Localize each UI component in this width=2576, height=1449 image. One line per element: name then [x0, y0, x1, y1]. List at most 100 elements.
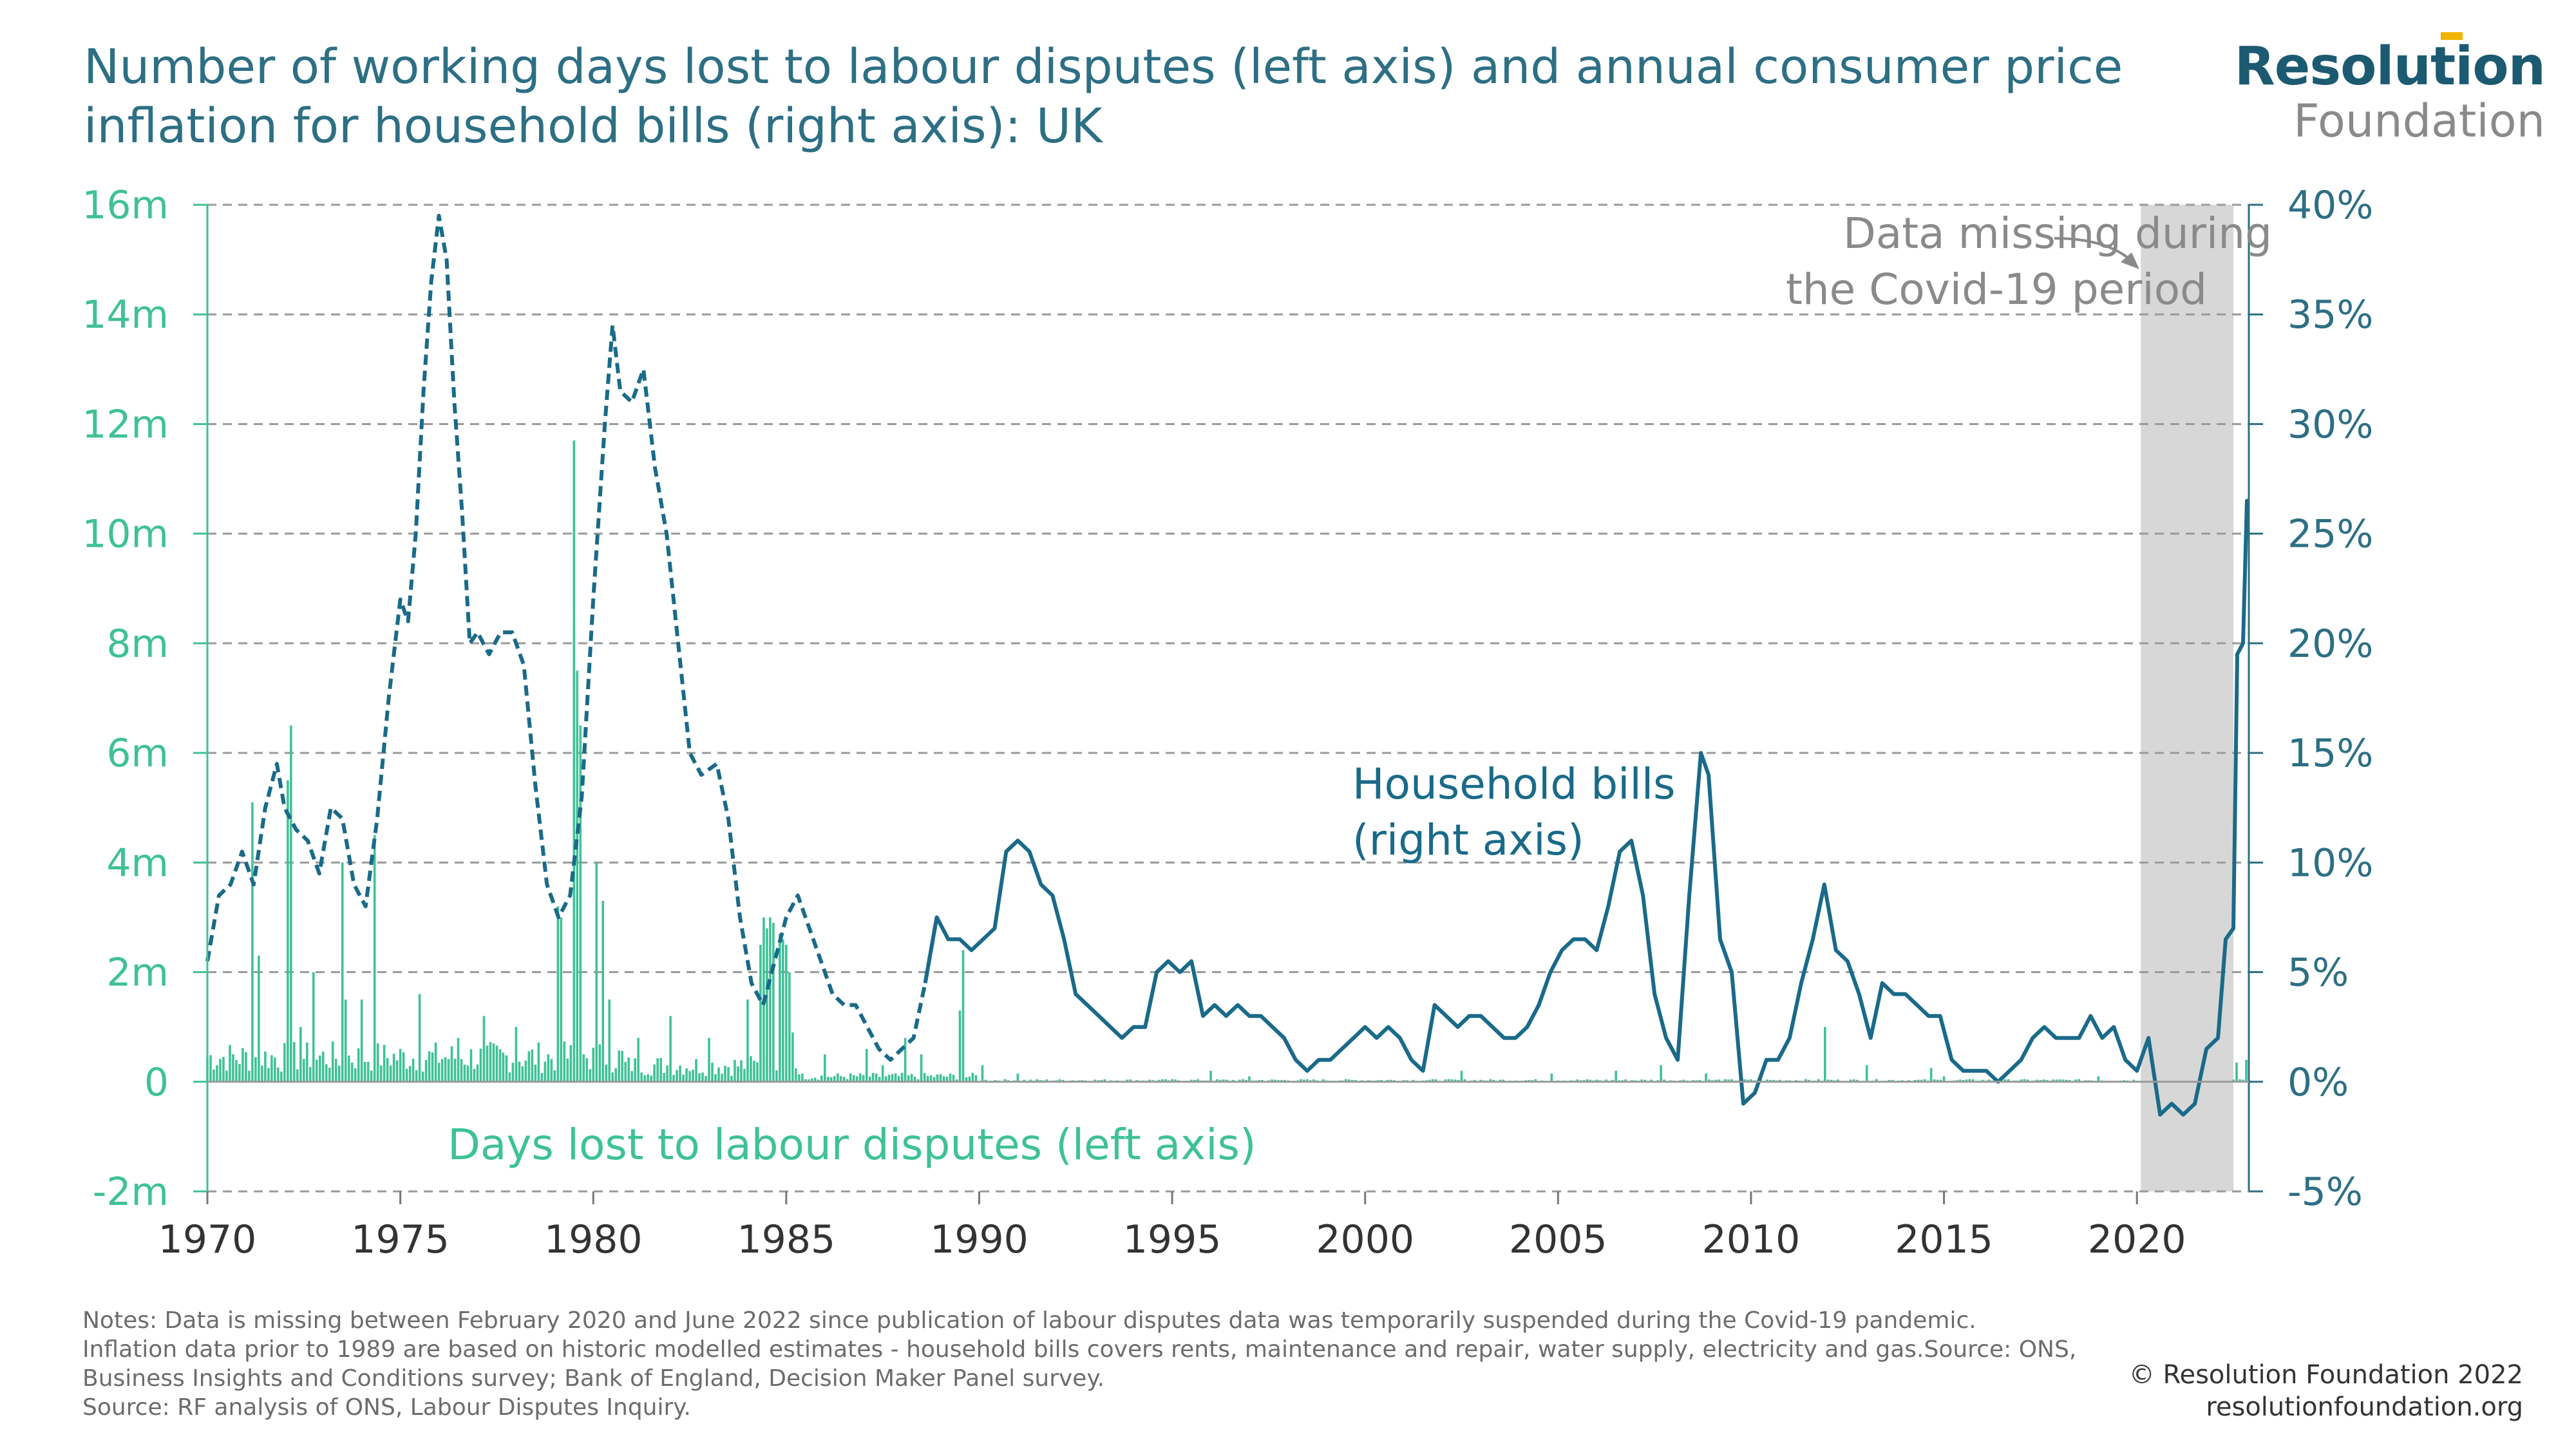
covid-arrowhead	[2121, 252, 2139, 269]
days-lost-bar	[245, 1052, 247, 1082]
days-lost-bar	[1463, 1079, 1466, 1082]
days-lost-bar	[1023, 1079, 1026, 1082]
website-link[interactable]: resolutionfoundation.org	[2206, 1392, 2523, 1422]
days-lost-bar	[601, 900, 605, 1082]
days-lost-bar	[383, 1045, 386, 1082]
days-lost-bar	[887, 1075, 891, 1082]
days-lost-bar	[1434, 1079, 1437, 1082]
days-lost-bar	[1663, 1079, 1665, 1082]
days-lost-bar	[829, 1077, 833, 1082]
days-lost-bar	[1640, 1079, 1643, 1082]
days-lost-bar	[1447, 1079, 1450, 1082]
days-lost-bar	[1094, 1079, 1097, 1082]
days-lost-bar	[1164, 1079, 1167, 1082]
days-lost-bar	[637, 1037, 639, 1082]
days-lost-bar	[357, 1048, 360, 1082]
days-lost-bar	[833, 1075, 836, 1082]
days-lost-bar	[556, 906, 560, 1082]
days-lost-bar	[508, 1072, 511, 1082]
days-lost-bar	[386, 1057, 389, 1082]
days-lost-bar	[573, 440, 576, 1082]
days-lost-bar	[328, 1067, 331, 1082]
days-lost-bar	[621, 1050, 623, 1082]
days-lost-bar	[1643, 1079, 1646, 1082]
days-lost-bar	[213, 1069, 215, 1082]
bills-label-line2: (right axis)	[1352, 815, 1584, 865]
days-lost-bar	[1248, 1076, 1251, 1082]
logo-line2: Foundation	[2293, 95, 2545, 147]
days-lost-bar	[2003, 1079, 2007, 1082]
days-lost-bar	[354, 1068, 357, 1082]
days-lost-bar	[945, 1076, 949, 1082]
days-lost-bar	[1605, 1079, 1608, 1082]
days-lost-bar	[1714, 1079, 1717, 1082]
days-lost-bar	[656, 1058, 659, 1082]
days-lost-bar	[489, 1042, 492, 1082]
days-lost-bars	[206, 440, 2251, 1082]
days-lost-bar	[1824, 1027, 1826, 1082]
days-lost-bar	[450, 1046, 453, 1082]
left-tick-label: 16m	[82, 183, 169, 228]
days-lost-bar	[942, 1076, 945, 1082]
days-lost-bar	[1923, 1079, 1926, 1082]
days-lost-bar	[370, 1070, 373, 1082]
days-lost-bar	[666, 1065, 668, 1082]
notes-line: Notes: Data is missing between February …	[82, 1307, 1976, 1334]
days-lost-bar	[798, 1074, 800, 1082]
days-lost-bar	[1045, 1079, 1048, 1082]
days-lost-bar	[2061, 1079, 2065, 1082]
days-lost-bar	[775, 1070, 778, 1082]
days-lost-bar	[270, 1055, 273, 1082]
days-lost-bar	[1534, 1079, 1537, 1082]
days-lost-bar	[405, 1068, 408, 1082]
days-lost-bar	[855, 1076, 858, 1082]
days-lost-bar	[592, 1047, 595, 1082]
days-lost-bar	[1589, 1079, 1592, 1082]
days-lost-bar	[1209, 1070, 1212, 1082]
days-lost-bar	[1171, 1079, 1173, 1082]
days-lost-bar	[2065, 1079, 2068, 1082]
days-lost-bar	[746, 999, 749, 1082]
days-lost-bar	[721, 1074, 723, 1082]
left-tick-label: 10m	[82, 512, 169, 557]
days-lost-bar	[222, 1057, 225, 1082]
days-lost-bar	[315, 1059, 318, 1082]
days-lost-bar	[692, 1070, 694, 1082]
days-lost-bar	[582, 1054, 585, 1082]
days-lost-bar	[756, 1062, 759, 1082]
logo-word: Resolution	[2235, 32, 2546, 97]
days-lost-bar	[663, 1073, 665, 1082]
days-lost-bar	[238, 1064, 241, 1082]
days-lost-bar	[878, 1077, 881, 1082]
days-lost-bar	[229, 1045, 231, 1082]
days-lost-bar	[958, 1010, 961, 1082]
days-lost-bar	[1965, 1079, 1968, 1082]
days-lost-bar	[576, 670, 579, 1082]
days-lost-bar	[743, 1068, 746, 1082]
days-lost-bar	[1682, 1079, 1685, 1082]
days-lost-bar	[560, 917, 563, 1082]
days-lost-bar	[544, 1061, 547, 1082]
days-lost-bar	[734, 1059, 736, 1082]
days-lost-bar	[235, 1059, 238, 1082]
notes-line: Inflation data prior to 1989 are based o…	[82, 1336, 2077, 1363]
days-lost-bar	[737, 1066, 739, 1082]
days-lost-bar	[923, 1073, 926, 1082]
days-lost-bar	[290, 725, 292, 1082]
days-lost-bar	[337, 1065, 341, 1082]
days-lost-bar	[2097, 1076, 2100, 1082]
days-lost-bar	[1003, 1079, 1007, 1082]
days-lost-bar	[1300, 1079, 1302, 1082]
days-lost-bar	[463, 1065, 466, 1082]
copyright-text: © Resolution Foundation 2022	[2128, 1360, 2523, 1390]
left-tick-label: 0	[144, 1060, 169, 1105]
days-lost-bar	[891, 1074, 894, 1082]
days-lost-bar	[498, 1049, 502, 1082]
days-lost-bar	[402, 1052, 405, 1082]
days-lost-bar	[457, 1037, 460, 1082]
days-lost-bar	[579, 725, 582, 1082]
days-lost-bar	[502, 1052, 505, 1082]
days-lost-bar	[1222, 1079, 1225, 1082]
days-lost-bar	[650, 1075, 652, 1082]
x-tick-label: 2005	[1509, 1217, 1607, 1262]
